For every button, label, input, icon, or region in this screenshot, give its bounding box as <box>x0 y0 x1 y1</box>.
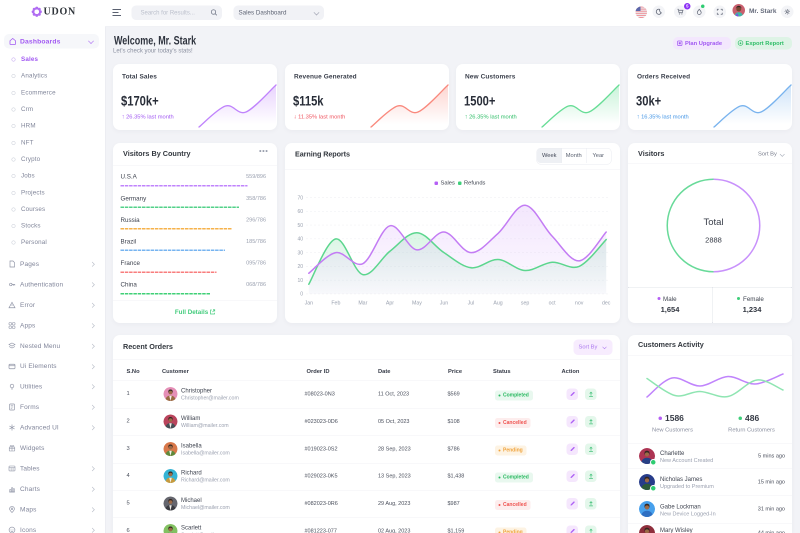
svg-text:Jul: Jul <box>468 301 475 307</box>
svg-text:40: 40 <box>297 237 303 243</box>
svg-text:May: May <box>412 301 422 307</box>
svg-text:70: 70 <box>297 195 303 201</box>
svg-text:Jun: Jun <box>440 301 449 307</box>
svg-text:Jan: Jan <box>305 301 314 307</box>
svg-text:50: 50 <box>297 223 303 229</box>
svg-text:Apr: Apr <box>386 301 394 307</box>
svg-text:oct: oct <box>549 301 557 307</box>
svg-text:nov: nov <box>575 301 584 307</box>
svg-text:Aug: Aug <box>493 301 502 307</box>
svg-text:Mar: Mar <box>358 301 367 307</box>
svg-text:30: 30 <box>297 250 303 256</box>
svg-text:60: 60 <box>297 209 303 215</box>
svg-text:10: 10 <box>297 278 303 284</box>
svg-text:Feb: Feb <box>331 301 340 307</box>
svg-text:sep: sep <box>521 301 530 307</box>
svg-text:0: 0 <box>300 292 303 298</box>
svg-text:dec: dec <box>602 301 611 307</box>
svg-text:20: 20 <box>297 264 303 270</box>
